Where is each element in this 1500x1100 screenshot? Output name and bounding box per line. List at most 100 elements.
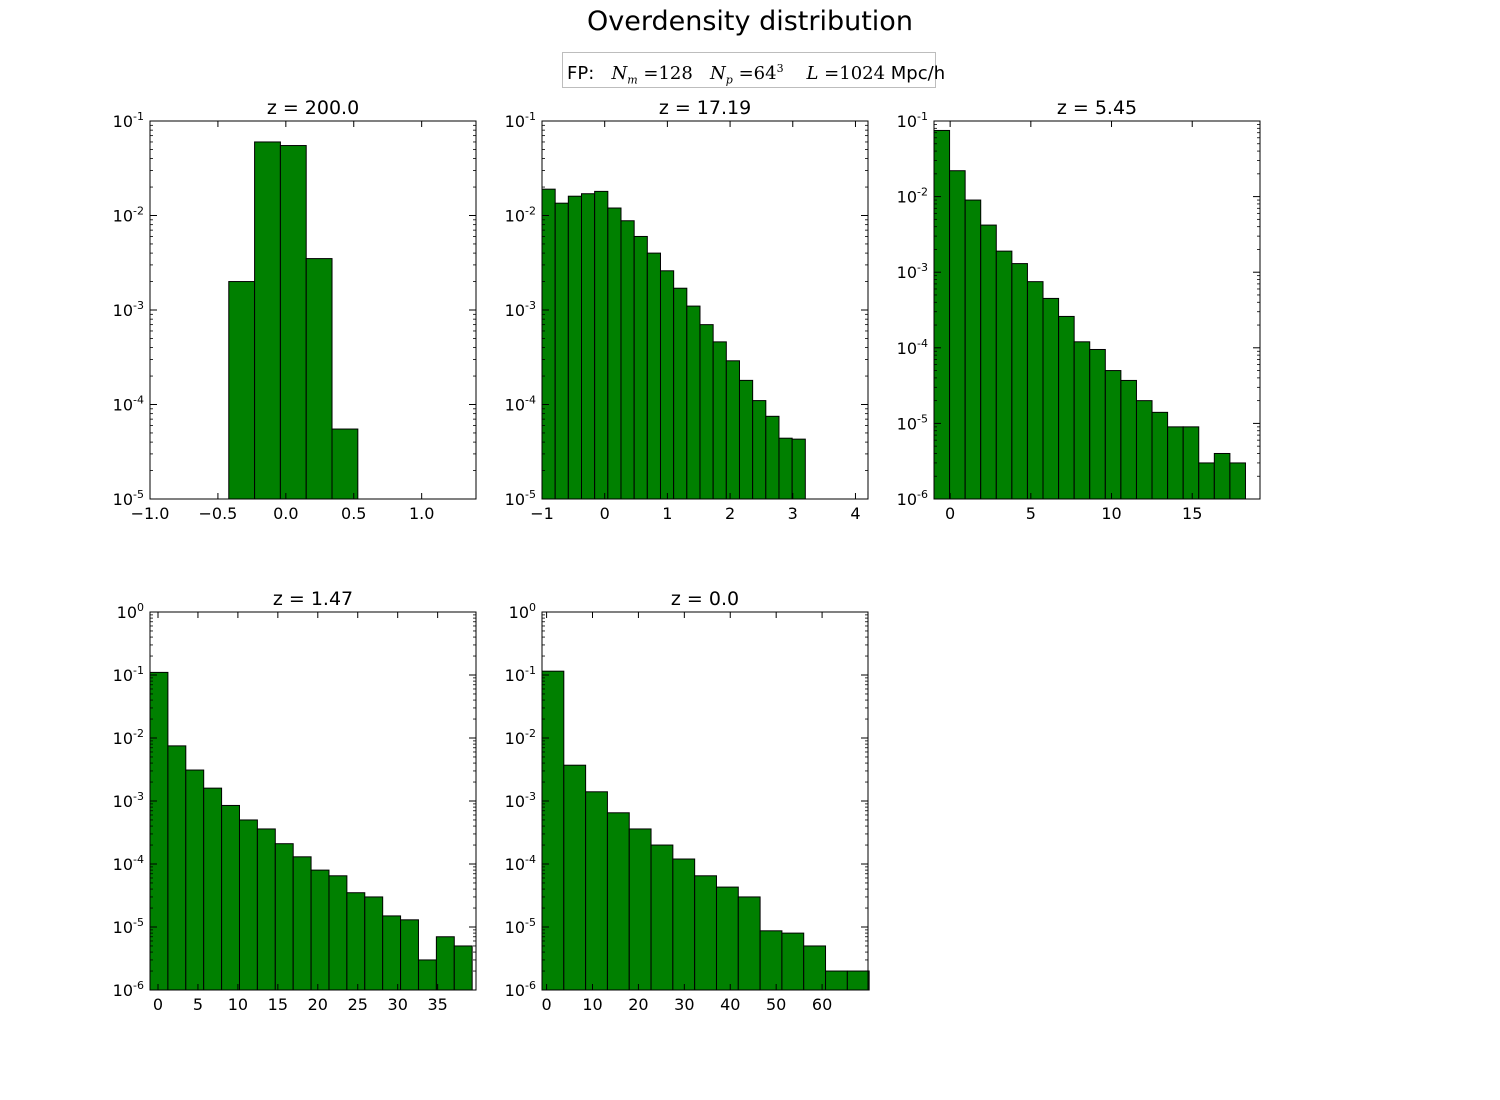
histogram-bar: [825, 970, 848, 991]
histogram-bar: [1182, 426, 1200, 500]
figure-title: Overdensity distribution: [587, 6, 913, 37]
x-tick-label: −1.0: [131, 504, 170, 523]
panel-title: z = 1.47: [273, 588, 353, 610]
x-tick-label: 40: [720, 995, 740, 1014]
histogram-bar: [203, 787, 223, 991]
y-tick-label: 10-6: [113, 979, 144, 1000]
histogram-bar: [554, 202, 569, 500]
x-tick-label: 0: [153, 995, 163, 1014]
histogram-bar: [167, 745, 187, 991]
histogram-bar: [1229, 462, 1246, 500]
y-tick-label: 10-2: [113, 205, 144, 226]
histogram-bar: [995, 250, 1013, 500]
histogram-panel-2: −1 0 1 2 3 4 10-5 10-4 10-3 10-2 10-1 z = 17.19: [505, 97, 869, 523]
histogram-bar: [694, 875, 717, 991]
x-tick-label: 10: [1101, 504, 1121, 523]
histogram-bar: [672, 858, 696, 991]
histogram-bar: [1120, 379, 1137, 500]
y-tick-label: 10-1: [505, 110, 536, 131]
histogram-bar: [765, 415, 780, 500]
histogram-bar: [778, 437, 793, 500]
y-tick-label: 100: [509, 601, 536, 622]
x-tick-label: 0: [541, 995, 551, 1014]
histogram-bar: [1135, 400, 1153, 500]
histogram-bar: [400, 919, 419, 991]
histogram-bar: [628, 828, 652, 991]
x-tick-label: 10: [228, 995, 248, 1014]
panel-title: z = 5.45: [1057, 97, 1137, 119]
y-tick-label: 10-6: [505, 979, 536, 1000]
histogram-bar: [328, 875, 348, 991]
x-tick-label: −0.5: [198, 504, 237, 523]
x-tick-label: 15: [1182, 504, 1202, 523]
histogram-bar: [781, 932, 805, 991]
histogram-bar: [1058, 315, 1075, 500]
y-tick-label: 10-3: [897, 261, 928, 282]
x-tick-label: 0.0: [273, 504, 298, 523]
y-tick-label: 10-2: [113, 727, 144, 748]
y-tick-label: 10-1: [113, 110, 144, 131]
y-tick-label: 10-3: [505, 299, 536, 320]
histogram-bar: [256, 828, 276, 991]
histogram-bar: [1073, 341, 1091, 500]
y-tick-label: 10-4: [897, 337, 928, 358]
legend-prefix: FP:: [567, 63, 595, 84]
histogram-bar: [1089, 348, 1106, 500]
x-tick-label: 10: [582, 995, 602, 1014]
histogram-bar: [699, 324, 714, 500]
histogram-bar: [633, 235, 648, 500]
histogram-bar: [659, 270, 675, 500]
y-tick-label: 10-4: [505, 853, 536, 874]
unit-label: Mpc/h: [890, 63, 946, 84]
y-tick-label: 10-5: [113, 488, 144, 509]
histogram-bar: [715, 886, 739, 991]
y-tick-label: 10-2: [505, 205, 536, 226]
x-tick-label: 5: [1026, 504, 1036, 523]
histogram-bar: [803, 945, 827, 991]
x-tick-label: 20: [628, 995, 648, 1014]
x-tick-label: −1: [530, 504, 554, 523]
histogram-bar: [759, 930, 783, 991]
y-tick-label: 10-3: [505, 790, 536, 811]
histogram-bar: [567, 195, 583, 500]
histogram-panel-3: 0 5 10 15 10-6 10-5 10-4 10-3 10-2 10-1 z = 5.45: [897, 97, 1261, 523]
histogram-bar: [563, 764, 587, 991]
x-tick-label: 20: [308, 995, 328, 1014]
y-tick-label: 10-4: [113, 853, 144, 874]
x-tick-label: 1.0: [409, 504, 434, 523]
histogram-bar: [1167, 426, 1184, 500]
y-tick-label: 10-2: [897, 186, 928, 207]
histogram-bar: [221, 804, 240, 991]
panel-title: z = 0.0: [671, 588, 739, 610]
x-tick-label: 60: [812, 995, 832, 1014]
histogram-bar: [254, 141, 281, 500]
y-tick-label: 10-6: [897, 488, 928, 509]
histogram-bar: [1026, 281, 1044, 500]
np-parameter: Np =643: [710, 62, 784, 87]
x-tick-label: 2: [725, 504, 735, 523]
y-tick-label: 10-3: [113, 299, 144, 320]
histogram-bar: [964, 199, 982, 500]
histogram-bar: [310, 869, 330, 991]
histogram-bar: [594, 190, 609, 500]
x-tick-label: 5: [193, 995, 203, 1014]
histogram-bar: [1011, 263, 1028, 500]
x-tick-label: 35: [427, 995, 447, 1014]
x-tick-label: 15: [268, 995, 288, 1014]
histogram-bar: [712, 341, 727, 500]
histogram-bar: [585, 791, 608, 991]
histogram-bar: [725, 360, 740, 500]
histogram-bar: [382, 915, 402, 991]
nm-parameter: Nm =128: [611, 63, 693, 87]
histogram-bar: [279, 145, 307, 500]
histogram-panel-1: −1.0 −0.5 0.0 0.5 1.0 10-5 10-4 10-3 10-2 10-1 z =…: [113, 97, 477, 523]
histogram-bar: [541, 670, 565, 991]
histogram-bar: [292, 856, 312, 991]
x-tick-label: 1: [662, 504, 672, 523]
y-tick-label: 100: [117, 601, 144, 622]
y-tick-label: 10-1: [897, 110, 928, 131]
y-tick-label: 10-4: [505, 394, 536, 415]
histogram-bar: [1104, 370, 1122, 500]
parameters-legend-box: FP: Nm =128 Np =643 L =1024 Mpc/h: [562, 52, 945, 88]
x-tick-label: 30: [388, 995, 408, 1014]
